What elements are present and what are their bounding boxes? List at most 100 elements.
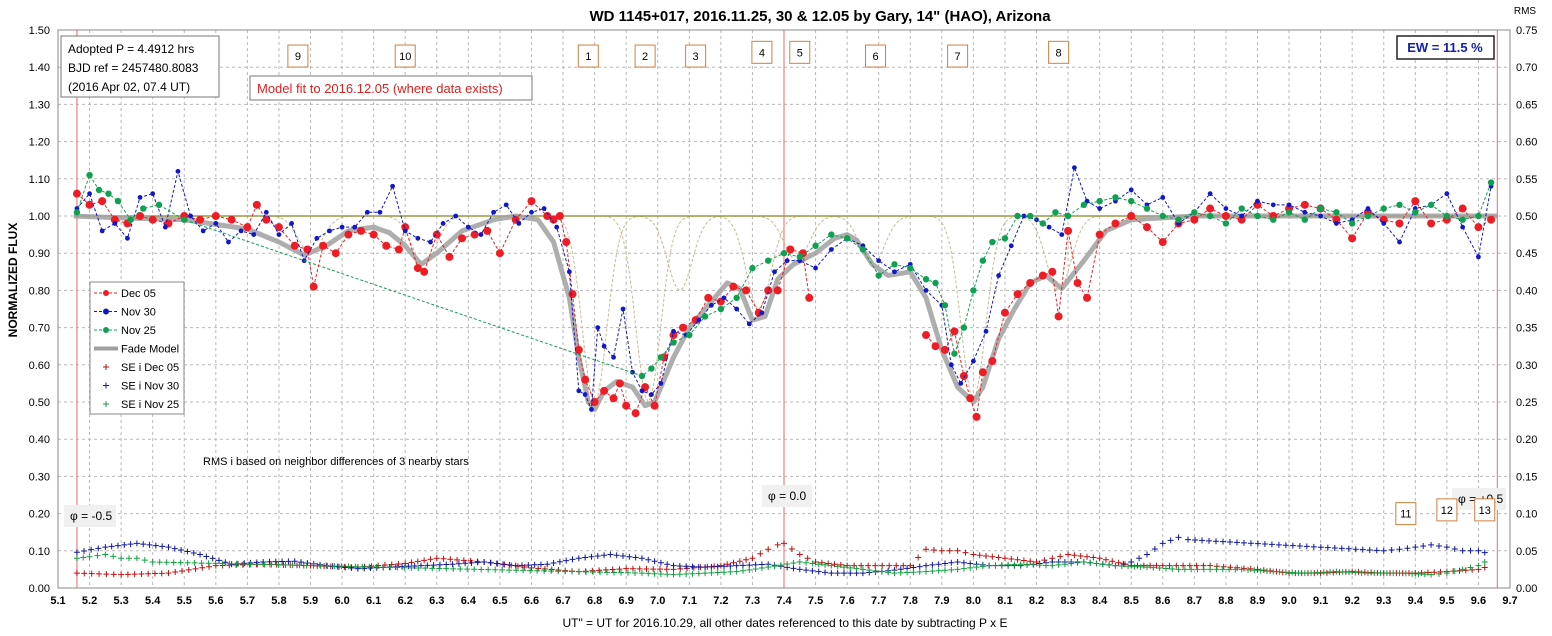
data-point [1475,212,1482,220]
rms-point [1364,570,1371,577]
rms-point [1383,570,1390,577]
rms-point [583,568,590,575]
rms-point [746,566,753,573]
rms-point [774,541,781,548]
rms-point [367,565,374,572]
rms-point [172,569,179,576]
data-point [1348,220,1356,227]
data-point [1191,209,1198,216]
rms-point [1345,545,1352,552]
rms-point [528,564,535,571]
data-point [428,239,433,245]
x-tick-label: 8.9 [1250,595,1265,607]
data-point [1080,201,1088,209]
data-point [709,302,714,308]
rms-point [645,570,652,577]
data-point [458,234,467,243]
x-tick-label: 9.7 [1502,595,1517,607]
rms-point [960,559,967,566]
rms-point [88,546,95,553]
rms-point [983,553,990,560]
rms-point [110,571,117,578]
rms-point [1421,571,1428,578]
data-point [1286,202,1292,208]
y-axis-ticks: 0.00 0.10 0.20 0.30 0.40 0.50 0.60 0.70 0.80 0.90… [29,25,50,595]
rms-point [499,566,506,573]
data-point [1332,215,1341,224]
rms-point [960,565,967,572]
rms-point [1481,558,1488,565]
rms-point [790,565,797,572]
data-point [99,228,105,234]
legend-label: Nov 25 [121,325,156,337]
rms-point [527,567,534,574]
x-tick-label: 8.7 [1187,595,1202,607]
data-point [125,235,130,241]
rms-point [897,569,904,576]
y2-tick-label: 0.35 [1516,323,1537,335]
data-point [483,226,492,235]
x-tick-label: 7.6 [839,595,854,607]
data-point [1021,213,1027,219]
data-point [1427,201,1435,209]
rms-point [275,561,282,568]
x-tick-label: 8.3 [1060,595,1075,607]
rms-point [1181,566,1188,573]
rms-point [576,568,583,575]
dip-label-box [1474,498,1496,522]
data-point [112,221,118,226]
legend: Dec 05 Nov 30 Nov 25 Fade Model SE i Dec 05 S… [89,281,185,415]
rms-point [402,560,409,567]
rms-point [1310,543,1317,550]
rms-point [1199,537,1206,544]
data-point [996,273,1002,278]
rms-point [303,562,310,569]
rms-point [289,562,296,569]
rms-point [401,564,408,571]
dip-label-box [1436,498,1458,522]
data-point [1048,267,1057,276]
x-tick-label: 9.6 [1471,595,1486,607]
rms-point [555,568,562,575]
rms-point [1330,569,1337,576]
data-point [1317,205,1324,212]
data-point [1128,197,1135,205]
data-point [786,245,795,254]
rms-point [589,567,596,574]
rms-point [607,551,614,558]
rms-point [1125,563,1132,570]
dip-label-box [865,44,887,68]
chart-title: WD 1145+017, 2016.11.25, 30 & 12.05 by G… [589,8,1051,25]
rms-point [261,561,268,568]
rms-point [992,562,999,569]
data-point [951,350,958,357]
rms-point [676,571,683,578]
rms-point [1106,561,1113,568]
rms-point [394,564,401,571]
rms-point [1443,544,1450,551]
rms-point [1150,564,1157,571]
x-tick-label: 6.7 [555,595,570,607]
data-point [941,302,949,309]
data-point [648,365,655,372]
rms-point [165,570,172,577]
dip-label: 2 [642,51,648,63]
rms-point [254,561,261,568]
rms-point [948,566,955,573]
data-point [1333,209,1340,216]
rms-point [159,543,166,550]
data-point [658,381,664,386]
rms-point [1049,562,1056,569]
rms-point [664,561,671,568]
data-point [262,215,271,224]
phase-left-box [64,505,116,527]
rms-point [95,545,102,552]
y-tick-label: 1.40 [29,62,50,74]
rms-point [1207,566,1214,573]
plot-area-border [57,29,1511,589]
rms-point [460,557,467,564]
rms-point [1424,569,1431,576]
dip-label: 13 [1479,505,1491,517]
rms-point [831,561,838,568]
rms-point [1033,558,1040,565]
